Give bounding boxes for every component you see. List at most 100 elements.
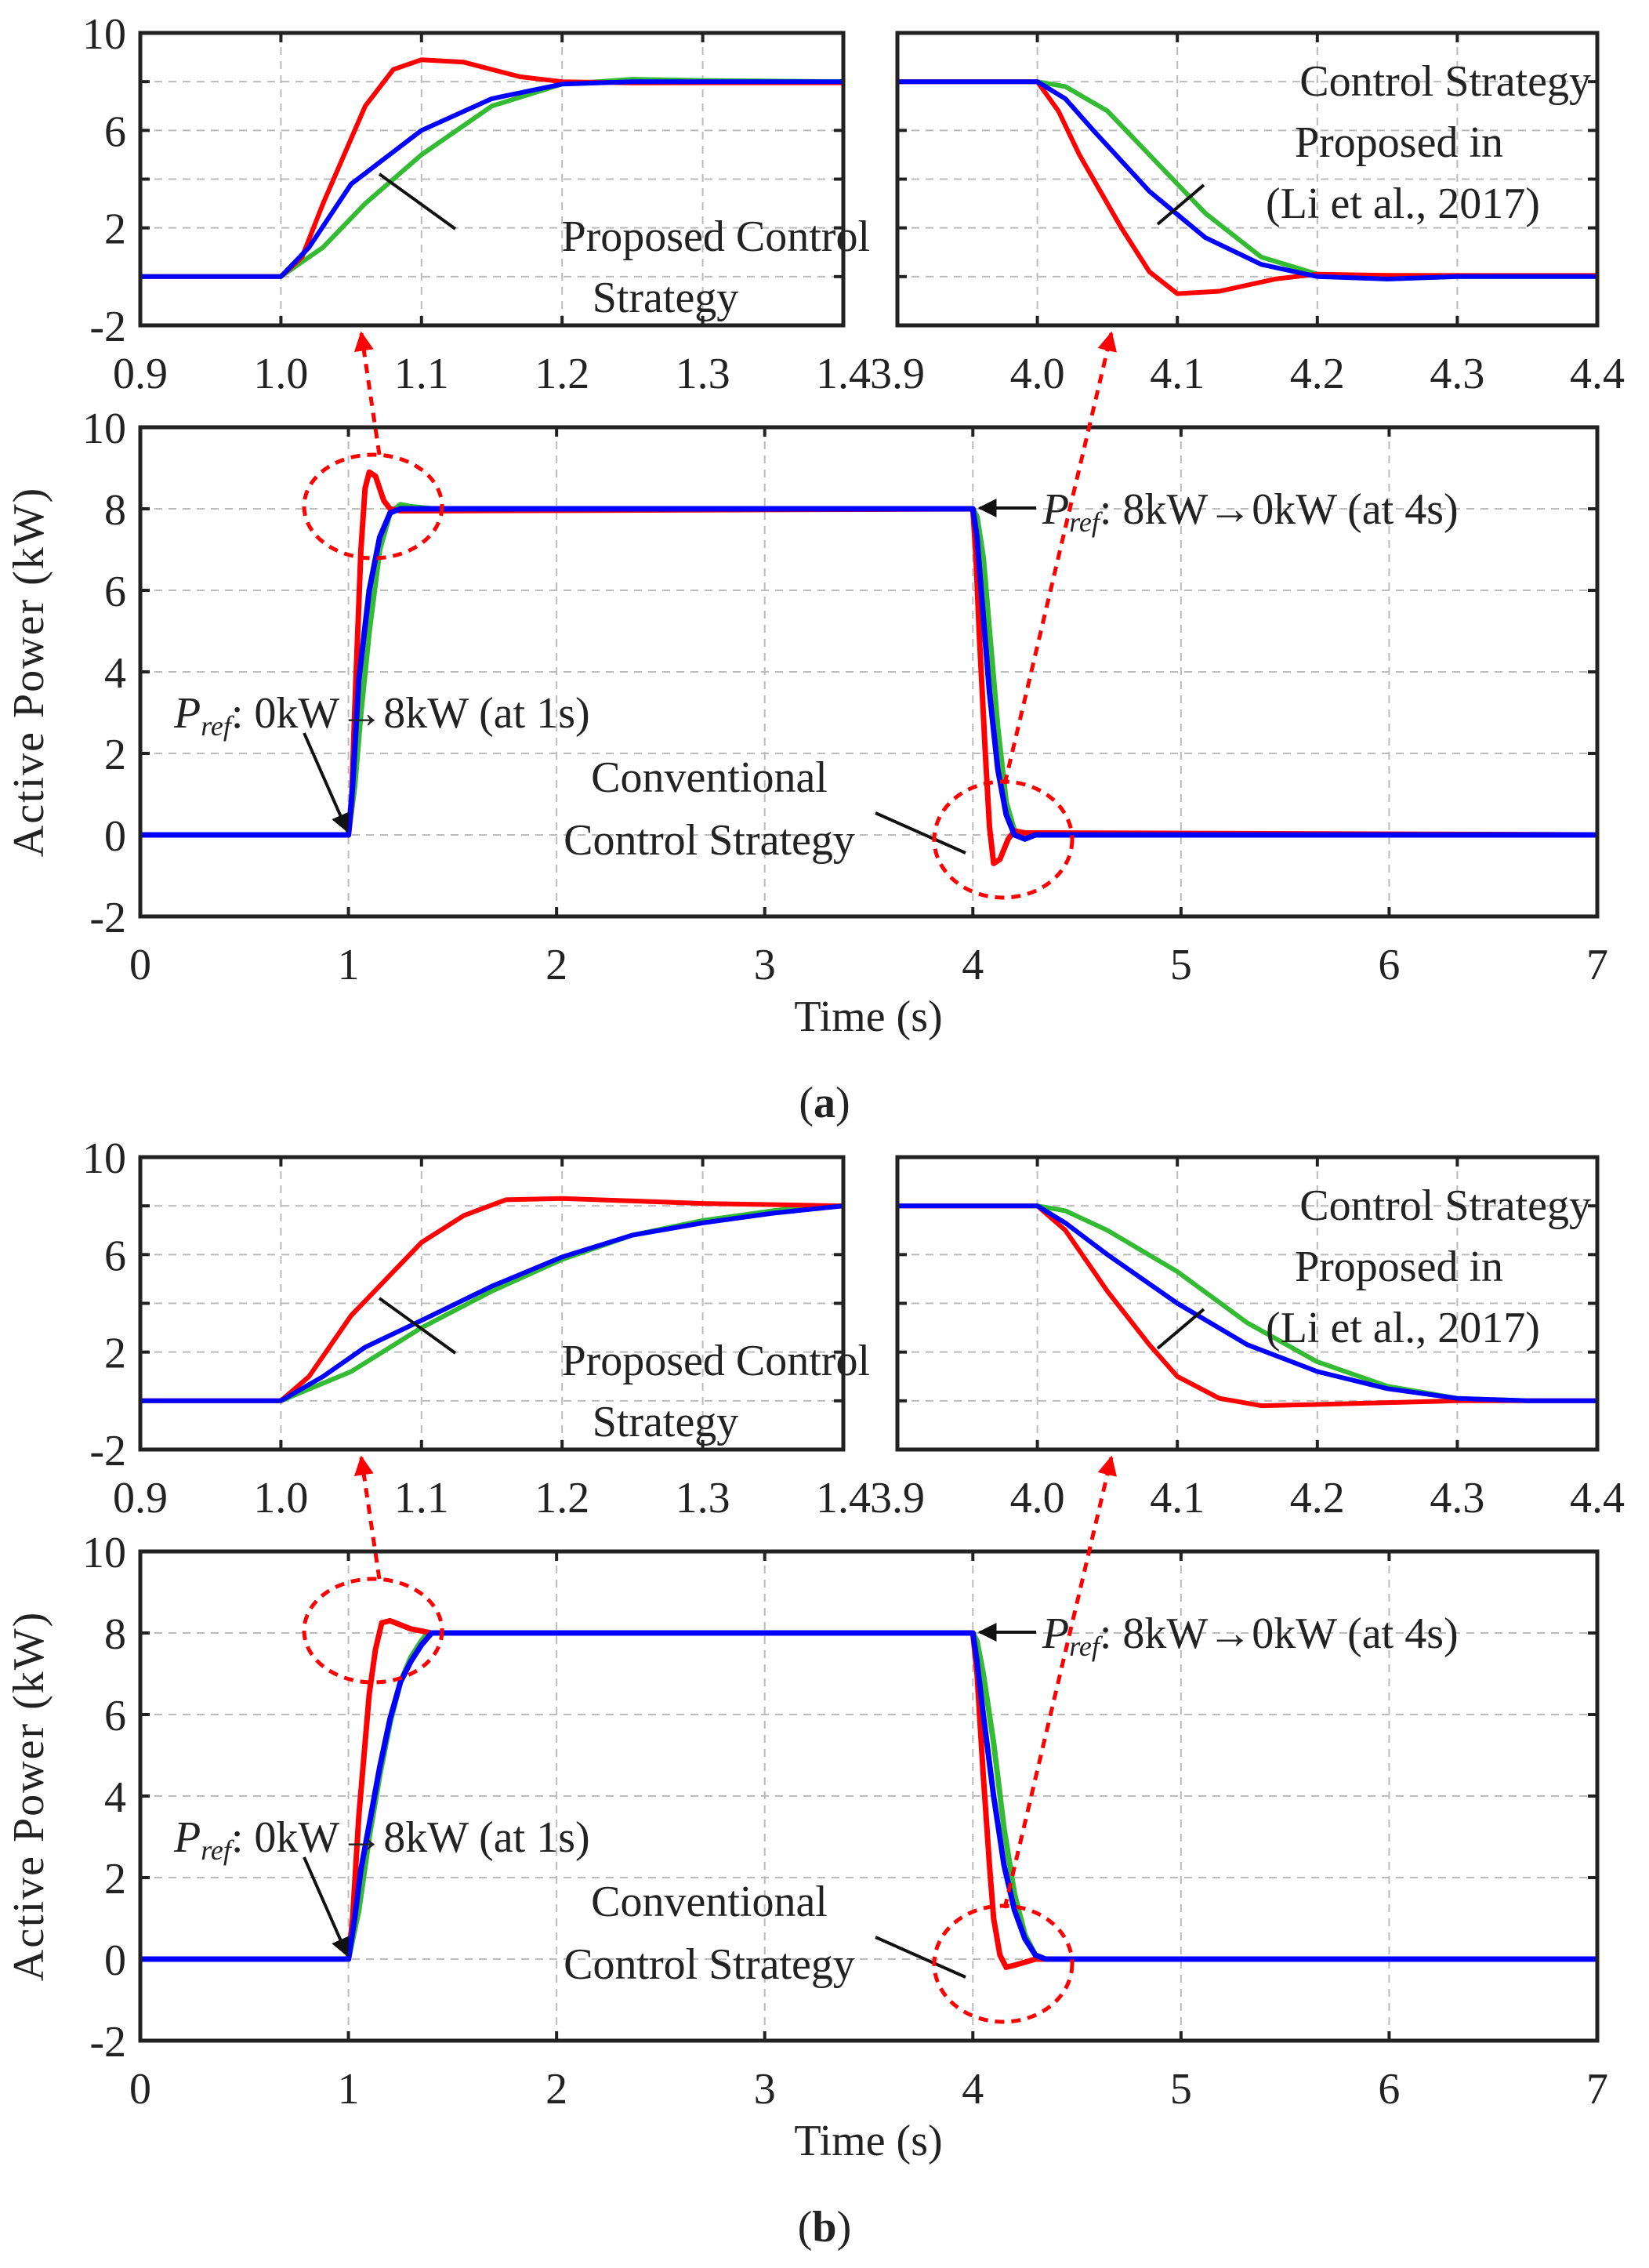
y-tick-label: 0 — [104, 1936, 126, 1985]
label-conventional: Control Strategy — [564, 816, 855, 865]
series-line-li2017 — [140, 1203, 843, 1403]
li-leader-line — [1156, 1308, 1205, 1350]
series-line-li2017 — [897, 79, 1597, 281]
label-li: Control Strategy — [1299, 1181, 1591, 1230]
x-tick-label: 1 — [338, 941, 360, 989]
x-tick-label: 0 — [129, 941, 151, 989]
x-tick-label: 1.4 — [816, 1474, 871, 1522]
x-tick-label: 5 — [1170, 2065, 1192, 2114]
x-tick-label: 4.2 — [1290, 1474, 1345, 1522]
y-tick-label: -2 — [89, 1427, 126, 1475]
x-tick-label: 1.0 — [253, 350, 308, 398]
zoom-arrow-step-down — [1002, 331, 1117, 785]
x-tick-label: 4.3 — [1430, 1474, 1484, 1522]
y-tick-label: 2 — [104, 1855, 126, 1903]
x-tick-label: 3.9 — [870, 350, 925, 398]
series-group — [897, 79, 1597, 296]
x-tick-label: 1.1 — [394, 350, 449, 398]
series-line-conventional — [140, 1196, 843, 1403]
label-li: (Li et al., 2017) — [1266, 1304, 1540, 1352]
label-conventional: Conventional — [591, 1878, 828, 1926]
label-step-up: Pref: 0kW→8kW (at 1s) — [173, 1813, 590, 1866]
y-tick-label: 6 — [104, 568, 126, 616]
plot-frame — [138, 425, 1600, 919]
x-tick-label: 4.4 — [1570, 350, 1625, 398]
x-tick-label: 7 — [1586, 2065, 1608, 2114]
caption: (a) — [799, 1079, 850, 1127]
caption-letter: b — [812, 2203, 836, 2252]
x-tick-label: 1.2 — [535, 1474, 589, 1522]
zoom-arrow-step-down — [1002, 1455, 1117, 1909]
y-tick-label: 10 — [82, 1134, 126, 1183]
y-tick-label: 10 — [82, 405, 126, 453]
zoom-circle-step-up — [302, 452, 444, 561]
plot-frame — [138, 1549, 1600, 2043]
zoom-arrow-step-up — [353, 1455, 382, 1580]
x-axis-label: Time (s) — [794, 992, 942, 1041]
label-li: Control Strategy — [1299, 57, 1591, 106]
label-proposed: Proposed Control — [561, 212, 870, 261]
x-tick-label: 0 — [129, 2065, 151, 2114]
series-line-proposed — [140, 506, 1597, 842]
y-tick-label: 4 — [104, 649, 126, 698]
series-group — [140, 469, 1597, 866]
x-tick-label: 3 — [754, 941, 776, 989]
x-tick-label: 6 — [1378, 2065, 1400, 2114]
y-tick-label: -2 — [89, 894, 126, 942]
y-tick-label: 2 — [104, 205, 126, 254]
x-tick-label: 2 — [545, 941, 567, 989]
x-tick-label: 6 — [1378, 941, 1400, 989]
x-tick-label: 4.4 — [1570, 1474, 1625, 1522]
label-step-up: Pref: 0kW→8kW (at 1s) — [173, 689, 590, 742]
label-proposed: Strategy — [593, 274, 739, 322]
x-tick-label: 1.2 — [535, 350, 589, 398]
x-tick-label: 4 — [962, 941, 984, 989]
series-line-proposed — [140, 1630, 1597, 1962]
inset-step-up: 0.9 1.0 1.1 1.2 1.3 1.4 -2 2 6 10 — [82, 10, 871, 398]
y-tick-label: 6 — [104, 1692, 126, 1740]
label-step-down: Pref: 8kW→0kW (at 4s) — [1042, 485, 1459, 538]
inset-step-down: 3.9 4.0 4.1 4.2 4.3 4.4 — [870, 1155, 1625, 1522]
x-tick-label: 1 — [338, 2065, 360, 2114]
series-group — [140, 1196, 843, 1403]
plot-frame — [895, 1155, 1600, 1452]
series-group — [140, 1617, 1597, 1970]
series-line-conventional — [140, 1617, 1597, 1970]
proposed-leader-line — [378, 1297, 457, 1355]
series-line-conventional — [140, 57, 843, 279]
series-group — [140, 57, 843, 279]
y-tick-label: 2 — [104, 731, 126, 779]
label-conventional: Control Strategy — [564, 1940, 855, 1989]
plot-frame — [138, 31, 846, 328]
y-tick-label: 4 — [104, 1773, 126, 1822]
label-proposed: Strategy — [593, 1398, 739, 1446]
series-line-proposed — [897, 79, 1597, 281]
x-tick-label: 7 — [1586, 941, 1608, 989]
y-tick-label: 8 — [104, 1610, 126, 1659]
y-tick-label: 10 — [82, 1529, 126, 1577]
x-tick-label: 2 — [545, 2065, 567, 2114]
caption-letter: a — [814, 1079, 835, 1127]
conventional-leader-line — [875, 1936, 966, 1979]
y-tick-label: -2 — [89, 2018, 126, 2067]
series-line-proposed — [140, 1203, 843, 1403]
x-tick-label: 3.9 — [870, 1474, 925, 1522]
conventional-leader-line — [875, 811, 966, 855]
caption: (b) — [798, 2203, 851, 2252]
x-tick-label: 4 — [962, 2065, 984, 2114]
label-step-down: Pref: 8kW→0kW (at 4s) — [1042, 1609, 1459, 1662]
y-tick-label: -2 — [89, 303, 126, 351]
x-tick-label: 4.0 — [1010, 1474, 1065, 1522]
x-tick-label: 0.9 — [113, 1474, 168, 1522]
series-line-conventional — [897, 1203, 1597, 1409]
series-line-proposed — [897, 1203, 1597, 1403]
label-conventional: Conventional — [591, 753, 828, 802]
series-line-conventional — [897, 79, 1597, 296]
zoom-circle-step-down — [932, 779, 1075, 900]
step-up-arrow — [303, 732, 350, 833]
y-tick-label: 2 — [104, 1330, 126, 1378]
